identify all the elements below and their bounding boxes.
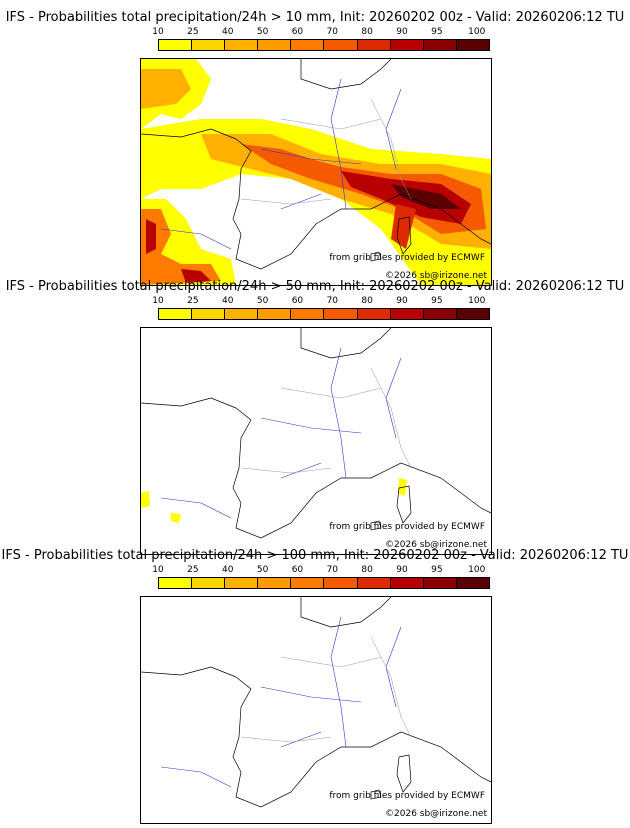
colorbar-segment bbox=[159, 578, 193, 588]
source-credit: from grib files provided by ECMWF bbox=[329, 253, 485, 263]
colorbar-segment bbox=[225, 40, 259, 50]
colorbar-segment bbox=[258, 309, 292, 319]
colorbar-segment bbox=[423, 578, 457, 588]
colorbar-segment bbox=[192, 40, 226, 50]
colorbar bbox=[158, 308, 490, 320]
colorbar-ticks: 10 25 40 50 60 70 80 90 95 100 bbox=[152, 565, 490, 577]
colorbar-segment bbox=[456, 578, 489, 588]
rivers bbox=[160, 616, 402, 788]
colorbar-segment bbox=[324, 40, 358, 50]
copyright-credit: ©2026 sb@irizone.net bbox=[385, 540, 487, 550]
colorbar-tick: 95 bbox=[431, 27, 443, 37]
colorbar-tick: 25 bbox=[187, 27, 199, 37]
colorbar-tick: 60 bbox=[291, 27, 304, 37]
colorbar-tick: 25 bbox=[187, 565, 199, 575]
colorbar-tick: 60 bbox=[291, 565, 304, 575]
copyright-credit: ©2026 sb@irizone.net bbox=[385, 271, 487, 281]
forecast-panel-100mm: IFS - Probabilities total precipitation/… bbox=[0, 548, 630, 824]
colorbar-tick: 90 bbox=[396, 27, 408, 37]
coastline bbox=[141, 328, 491, 539]
borders bbox=[240, 367, 412, 474]
coastline bbox=[141, 597, 491, 808]
colorbar-segment bbox=[192, 578, 226, 588]
colorbar bbox=[158, 577, 490, 589]
map-canvas bbox=[141, 328, 491, 539]
colorbar-segment bbox=[390, 578, 424, 588]
colorbar-tick: 60 bbox=[291, 296, 304, 306]
source-credit: from grib files provided by ECMWF bbox=[329, 522, 485, 532]
rivers bbox=[160, 347, 402, 519]
coastline bbox=[141, 59, 491, 270]
forecast-panel-10mm: IFS - Probabilities total precipitation/… bbox=[0, 10, 630, 286]
colorbar-segment bbox=[456, 40, 489, 50]
colorbar-segment bbox=[291, 578, 325, 588]
colorbar-segment bbox=[225, 578, 259, 588]
map-frame: from grib files provided by ECMWF ©2026 … bbox=[140, 58, 492, 286]
colorbar-tick: 80 bbox=[361, 565, 373, 575]
colorbar-tick: 100 bbox=[468, 27, 486, 37]
colorbar-tick: 70 bbox=[326, 27, 339, 37]
panel-title: IFS - Probabilities total precipitation/… bbox=[5, 279, 625, 294]
colorbar-tick: 25 bbox=[187, 296, 199, 306]
colorbar-tick: 90 bbox=[396, 296, 408, 306]
colorbar-segment bbox=[291, 309, 325, 319]
colorbar-segment bbox=[159, 40, 193, 50]
borders bbox=[240, 98, 412, 205]
precip-field bbox=[141, 59, 491, 285]
colorbar-tick: 10 bbox=[152, 565, 164, 575]
source-credit: from grib files provided by ECMWF bbox=[329, 791, 485, 801]
colorbar-segment bbox=[357, 578, 391, 588]
colorbar-segment bbox=[291, 40, 325, 50]
map-frame: from grib files provided by ECMWF ©2026 … bbox=[140, 327, 492, 555]
colorbar-segment bbox=[423, 309, 457, 319]
colorbar-segment bbox=[456, 309, 489, 319]
colorbar-segment bbox=[357, 309, 391, 319]
colorbar-segment bbox=[324, 578, 358, 588]
map-frame: from grib files provided by ECMWF ©2026 … bbox=[140, 596, 492, 824]
colorbar-tick: 10 bbox=[152, 296, 164, 306]
copyright-credit: ©2026 sb@irizone.net bbox=[385, 809, 487, 819]
colorbar-tick: 50 bbox=[256, 296, 269, 306]
rivers bbox=[160, 78, 402, 250]
colorbar-tick: 90 bbox=[396, 565, 408, 575]
colorbar-tick: 80 bbox=[361, 27, 373, 37]
colorbar-tick: 50 bbox=[256, 27, 269, 37]
colorbar-tick: 95 bbox=[431, 565, 443, 575]
colorbar-tick: 50 bbox=[256, 565, 269, 575]
panel-title: IFS - Probabilities total precipitation/… bbox=[5, 10, 625, 25]
colorbar-ticks: 10 25 40 50 60 70 80 90 95 100 bbox=[152, 296, 490, 308]
colorbar-segment bbox=[423, 40, 457, 50]
colorbar-segment bbox=[258, 40, 292, 50]
colorbar-ticks: 10 25 40 50 60 70 80 90 95 100 bbox=[152, 27, 490, 39]
colorbar-segment bbox=[324, 309, 358, 319]
colorbar-segment bbox=[159, 309, 193, 319]
colorbar-tick: 40 bbox=[221, 565, 234, 575]
map-canvas bbox=[141, 597, 491, 808]
colorbar bbox=[158, 39, 490, 51]
colorbar-segment bbox=[225, 309, 259, 319]
map-canvas bbox=[141, 59, 491, 285]
colorbar-segment bbox=[258, 578, 292, 588]
colorbar-tick: 100 bbox=[468, 565, 486, 575]
colorbar-tick: 80 bbox=[361, 296, 373, 306]
panel-title: IFS - Probabilities total precipitation/… bbox=[1, 548, 629, 563]
colorbar-segment bbox=[357, 40, 391, 50]
colorbar-segment bbox=[390, 309, 424, 319]
colorbar-segment bbox=[192, 309, 226, 319]
colorbar-tick: 10 bbox=[152, 27, 164, 37]
colorbar-segment bbox=[390, 40, 424, 50]
colorbar-tick: 40 bbox=[221, 296, 234, 306]
forecast-panel-50mm: IFS - Probabilities total precipitation/… bbox=[0, 279, 630, 555]
colorbar-tick: 100 bbox=[468, 296, 486, 306]
colorbar-tick: 70 bbox=[326, 296, 339, 306]
colorbar-tick: 70 bbox=[326, 565, 339, 575]
colorbar-tick: 95 bbox=[431, 296, 443, 306]
colorbar-tick: 40 bbox=[221, 27, 234, 37]
borders bbox=[240, 636, 412, 743]
